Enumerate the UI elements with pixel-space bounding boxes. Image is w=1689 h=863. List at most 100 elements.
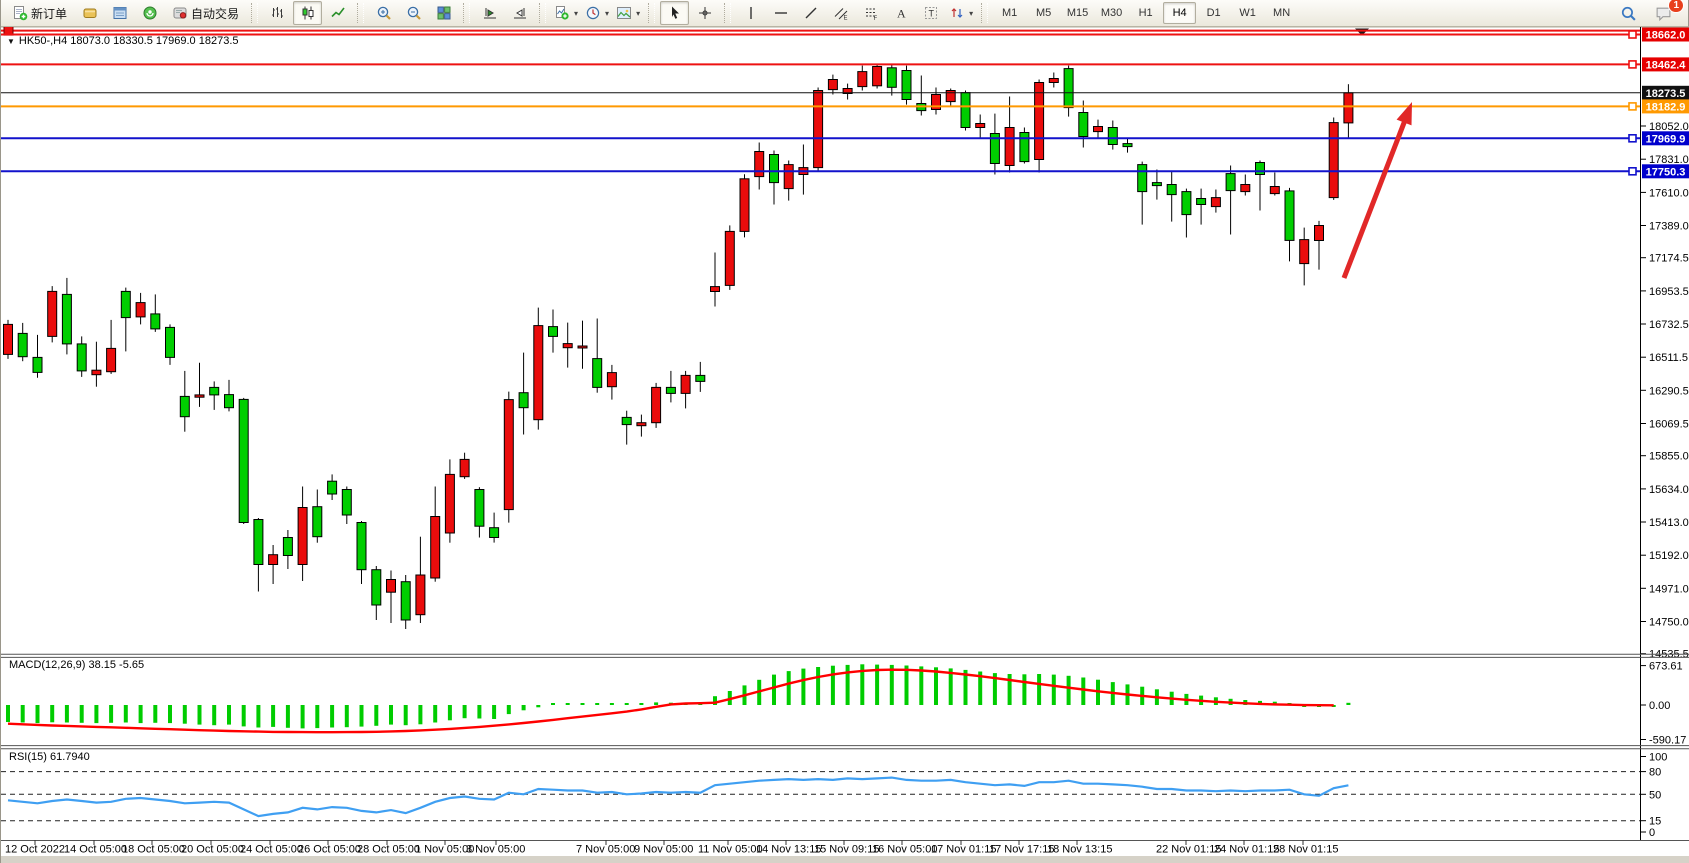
- chart-profiles-button[interactable]: [75, 1, 104, 25]
- candle-body: [1137, 164, 1148, 193]
- line-handle[interactable]: [1628, 60, 1637, 69]
- symbol-collapse-icon[interactable]: ▼: [7, 36, 15, 46]
- bar-chart-button[interactable]: [263, 1, 292, 25]
- dropdown-caret-icon: ▾: [636, 8, 641, 18]
- candle-body: [165, 326, 175, 358]
- indicators-button[interactable]: ▾: [551, 1, 581, 25]
- templates-icon: [617, 7, 632, 19]
- tab-m1[interactable]: M1: [1001, 7, 1018, 19]
- tab-w1[interactable]: W1: [1239, 7, 1256, 19]
- price-level-badge: [1642, 85, 1689, 100]
- tile-windows-button[interactable]: [429, 1, 458, 25]
- time-axis-label: 11 Nov 05:00: [698, 844, 763, 856]
- price-tick-label: 16732.5: [1649, 319, 1689, 331]
- notification-badge: 1: [1668, 0, 1684, 13]
- crosshair-button[interactable]: [690, 1, 719, 25]
- bar-chart-icon: [271, 7, 283, 18]
- autotrading-button[interactable]: 自动交易: [165, 1, 246, 25]
- tab-h4[interactable]: H4: [1163, 2, 1197, 24]
- candle-body: [341, 489, 352, 516]
- tab-mn[interactable]: MN: [1273, 7, 1291, 19]
- candle-body: [1269, 186, 1280, 195]
- line-handle[interactable]: [1628, 167, 1637, 176]
- candle-body: [827, 79, 838, 91]
- arrows-button[interactable]: ▾: [946, 1, 976, 25]
- vertical-line-icon: [749, 7, 752, 19]
- market-watch-button[interactable]: [105, 1, 134, 25]
- candlestick-chart-button[interactable]: [293, 1, 323, 25]
- tab-m5[interactable]: M5: [1035, 7, 1052, 19]
- horizontal-line-button[interactable]: [766, 1, 795, 25]
- candle-body: [1107, 127, 1118, 145]
- notifications-button[interactable]: 1: [1649, 0, 1684, 25]
- chart-shift-button[interactable]: [505, 1, 534, 25]
- candle-body: [989, 133, 1000, 164]
- candle-body: [282, 537, 293, 556]
- cursor-button[interactable]: [660, 1, 690, 25]
- candle-body: [518, 392, 529, 409]
- time-axis-label: 22 Nov 01:15: [1156, 844, 1221, 856]
- auto-scroll-button[interactable]: [475, 1, 504, 25]
- text-button[interactable]: A: [886, 1, 915, 25]
- candle-body: [1255, 162, 1265, 175]
- tab-h1[interactable]: H1: [1138, 7, 1153, 19]
- candle-body: [194, 394, 205, 398]
- candle-body: [474, 489, 485, 527]
- candle-body: [592, 358, 603, 388]
- line-chart-button[interactable]: [323, 1, 352, 25]
- time-axis-label: 1 Nov 05:00: [415, 844, 474, 856]
- zoom-in-button[interactable]: [369, 1, 398, 25]
- fibonacci-icon: F: [865, 8, 877, 21]
- candle-body: [842, 88, 853, 94]
- trend-arrow-head[interactable]: [1396, 102, 1412, 126]
- toolbar-separator: [463, 3, 471, 23]
- trendline-button[interactable]: [796, 1, 825, 25]
- trend-arrow-annotation[interactable]: [1341, 114, 1410, 279]
- tab-d1[interactable]: D1: [1206, 7, 1221, 19]
- candle-body: [415, 574, 426, 616]
- candle-body: [1048, 78, 1059, 83]
- price-tick-label: 14971.0: [1649, 583, 1689, 595]
- candle-body: [1299, 239, 1310, 265]
- new-order-button[interactable]: 新订单: [5, 1, 74, 25]
- candle-body: [224, 394, 234, 409]
- rsi-line: [7, 776, 1349, 818]
- candle-body: [901, 70, 912, 100]
- line-handle[interactable]: [1628, 102, 1637, 111]
- candle-body: [1151, 182, 1162, 187]
- toolbar-separator: [981, 3, 989, 23]
- candle-body: [1093, 126, 1103, 133]
- tab-m30[interactable]: M30: [1100, 7, 1123, 19]
- fibonacci-button[interactable]: F: [856, 1, 885, 25]
- candle-body: [1019, 132, 1030, 163]
- search-button[interactable]: [1614, 1, 1643, 25]
- zoom-in-icon: [377, 6, 391, 20]
- price-level-badge: [1642, 131, 1689, 146]
- line-handle[interactable]: [1628, 30, 1637, 39]
- line-handle[interactable]: [1628, 134, 1637, 143]
- text-icon: A: [897, 7, 906, 21]
- templates-button[interactable]: ▾: [613, 1, 643, 25]
- candle-body: [1343, 92, 1354, 124]
- candlestick-chart-icon: [302, 6, 314, 20]
- candle-body: [813, 90, 824, 169]
- tab-m15[interactable]: M15: [1066, 7, 1089, 19]
- candle-body: [135, 302, 146, 318]
- periods-button[interactable]: ▾: [582, 1, 612, 25]
- zoom-out-button[interactable]: [399, 1, 428, 25]
- data-window-button[interactable]: [135, 1, 164, 25]
- text-label-button[interactable]: T: [916, 1, 945, 25]
- candle-body: [17, 332, 28, 358]
- candle-body: [872, 66, 883, 87]
- autotrading-icon: [173, 7, 187, 19]
- price-level-badge: [1642, 99, 1689, 114]
- candle-body: [253, 519, 264, 565]
- time-axis-label: 9 Nov 05:00: [634, 844, 693, 856]
- time-axis-label: 14 Oct 05:00: [64, 844, 127, 856]
- channel-button[interactable]: E: [826, 1, 855, 25]
- candle-body: [1328, 122, 1339, 199]
- candle-body: [1078, 112, 1089, 137]
- rsi-indicator-label: RSI(15) 61.7940: [9, 751, 90, 763]
- vertical-line-button[interactable]: [736, 1, 765, 25]
